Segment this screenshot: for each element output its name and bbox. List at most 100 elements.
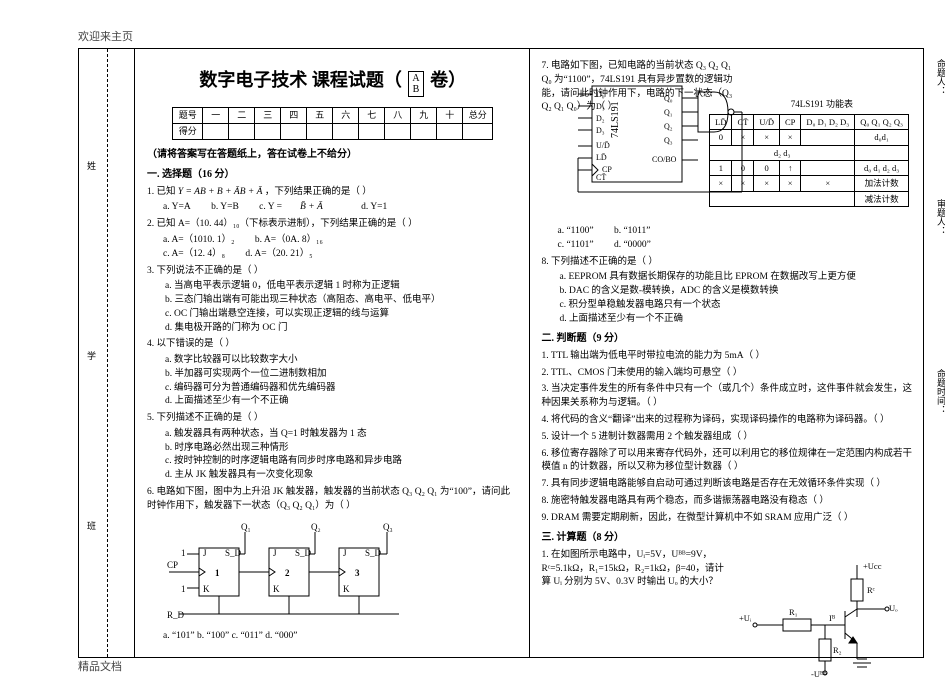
page-footer: 精品文档 xyxy=(78,658,122,674)
page-border: 姓 学 班 数字电子技术 课程试题（ A B 卷） 题号 一 二 三 四 xyxy=(78,48,924,658)
svg-text:D₀: D₀ xyxy=(596,90,605,99)
q8c: c. 积分型单稳触发器电路只有一个状态 xyxy=(542,299,914,313)
j6: 6. 移位寄存器除了可以用来寄存代码外，还可以利用它的移位规律在一定范围内构成若… xyxy=(542,448,914,476)
q1d: d. Y=1 xyxy=(361,201,387,215)
q1: 1. 已知 Y = AB + B + ĀB + Ā ，下列结果正确的是（ ） xyxy=(147,186,519,200)
svg-text:K: K xyxy=(203,584,210,594)
q1a: a. Y=A xyxy=(163,201,191,215)
ab-b: B xyxy=(412,84,419,95)
th-7: 七 xyxy=(359,107,385,123)
left-column: 数字电子技术 课程试题（ A B 卷） 题号 一 二 三 四 五 六 七 八 xyxy=(135,49,530,657)
svg-text:J: J xyxy=(273,548,277,558)
binding-gutter: 姓 学 班 xyxy=(79,49,135,657)
j4: 4. 将代码的含义“翻译”出来的过程称为译码，实现译码操作的电路称为译码器。（ … xyxy=(542,414,914,428)
answer-note: （请将答案写在答题纸上，答在试卷上不给分） xyxy=(147,148,519,163)
func-table-caption: 74LS191 功能表 xyxy=(791,98,853,111)
q2-opts: a. A=（1010. 1）₂ b. A=（0A. 8）₁₆ c. A=（12.… xyxy=(147,234,519,262)
svg-text:+Ucc: +Ucc xyxy=(863,561,882,571)
fold-line xyxy=(107,49,108,657)
q5a: a. 触发器具有两种状态，当 Q=1 时触发器为 1 态 xyxy=(147,428,519,442)
th-5: 五 xyxy=(307,107,333,123)
q8a: a. EEPROM 具有数据长期保存的功能且比 EPROM 在数据改写上更方便 xyxy=(542,271,914,285)
svg-text:CP: CP xyxy=(167,560,178,570)
svg-text:Q₃: Q₃ xyxy=(664,136,673,145)
transistor-circuit: +Ucc Rᶜ Uₒ +Uᵢ R₁ R₂ -Uᴮᴮ Iᴮ xyxy=(737,559,907,679)
svg-text:CT̄: CT̄ xyxy=(596,173,606,182)
q7-block: 7. 电路如下图，已知电路的当前状态 Q₃ Q₂ Q₁ Q₀ 为“1100”，7… xyxy=(542,60,914,253)
q7-opts: a. “1100” b. “1011” c. “1101” d. “0000” xyxy=(542,225,914,253)
svg-text:D₂: D₂ xyxy=(596,114,605,123)
calc-block: 1. 在如图所示电路中，Uᵢ=5V，Uᴮᴮ=9V，Rᶜ=5.1kΩ，R₁=15k… xyxy=(542,549,914,679)
q1b: b. Y=B xyxy=(211,201,239,215)
th-8: 八 xyxy=(385,107,411,123)
q3c: c. OC 门输出端悬空连接，可以实现正逻辑的线与运算 xyxy=(147,308,519,322)
q8d: d. 上面描述至少有一个不正确 xyxy=(542,313,914,327)
title-tail: 卷） xyxy=(430,70,466,90)
svg-text:J: J xyxy=(203,548,207,558)
section-3: 三. 计算题（8 分） xyxy=(542,531,914,546)
q8: 8. 下列描述不正确的是（ ） xyxy=(542,256,914,270)
q1-pre: 1. 已知 xyxy=(147,187,178,197)
svg-text:74LS191: 74LS191 xyxy=(610,101,621,138)
svg-text:R₁: R₁ xyxy=(789,607,798,617)
q4c: c. 编码器可分为普通编码器和优先编码器 xyxy=(147,382,519,396)
q3b: b. 三态门输出端有可能出现三种状态（高阻态、高电平、低电平） xyxy=(147,294,519,308)
q2b: b. A=（0A. 8）₁₆ xyxy=(255,234,323,248)
th-6: 六 xyxy=(333,107,359,123)
svg-text:1: 1 xyxy=(181,584,186,594)
svg-text:S_D: S_D xyxy=(365,548,382,558)
q2c: c. A=（12. 4）₈ xyxy=(163,248,225,262)
svg-text:Q₂: Q₂ xyxy=(311,522,321,532)
svg-text:R₂: R₂ xyxy=(833,645,842,655)
svg-text:+Uᵢ: +Uᵢ xyxy=(739,613,752,623)
svg-text:R_D: R_D xyxy=(167,610,185,620)
q2: 2. 已知 A=（10. 44）₁₀（下标表示进制），下列结果正确的是（ ） xyxy=(147,218,519,232)
q2a: a. A=（1010. 1）₂ xyxy=(163,234,234,248)
title-block: 数字电子技术 课程试题（ A B 卷） xyxy=(147,67,519,97)
ab-a: A xyxy=(412,73,419,84)
q5d: d. 主从 JK 触发器具有一次变化现象 xyxy=(147,469,519,483)
th-2: 二 xyxy=(229,107,255,123)
svg-text:CP: CP xyxy=(602,165,612,174)
svg-text:1: 1 xyxy=(181,548,186,558)
q6-opts: a. “101” b. “100” c. “011” d. “000” xyxy=(147,630,519,644)
course-title: 数字电子技术 课程试题（ xyxy=(199,70,402,90)
q3a: a. 当高电平表示逻辑 0，低电平表示逻辑 1 时称为正逻辑 xyxy=(147,280,519,294)
j2: 2. TTL、CMOS 门未使用的输入端均可悬空（ ） xyxy=(542,367,914,381)
th-9: 九 xyxy=(411,107,437,123)
q7c: c. “1101” xyxy=(558,239,594,253)
svg-text:3: 3 xyxy=(355,568,360,578)
func-table: LD̄CT̄ U/D̄CP D₀ D₁ D₂ D₃Q₀ Q₁ Q₂ Q₃ 0××… xyxy=(709,114,909,207)
q1c: c. Y = B̄ + Ā xyxy=(259,201,341,215)
svg-text:U/D̄: U/D̄ xyxy=(596,141,610,150)
svg-text:D₁: D₁ xyxy=(596,102,605,111)
svg-text:D₃: D₃ xyxy=(596,126,605,135)
svg-text:Iᴮ: Iᴮ xyxy=(829,613,836,623)
svg-text:Q₂: Q₂ xyxy=(664,122,673,131)
ab-selector: A B xyxy=(408,71,423,97)
q5c: c. 按时钟控制的时序逻辑电路有同步时序电路和异步电路 xyxy=(147,455,519,469)
th-3: 三 xyxy=(255,107,281,123)
right-column: 7. 电路如下图，已知电路的当前状态 Q₃ Q₂ Q₁ Q₀ 为“1100”，7… xyxy=(530,49,924,657)
j7: 7. 具有同步逻辑电路能够自启动可通过判断该电路是否存在无效循环条件实现（ ） xyxy=(542,478,914,492)
q5: 5. 下列描述不正确的是（ ） xyxy=(147,412,519,426)
svg-text:1: 1 xyxy=(215,568,220,578)
q4d: d. 上面描述至少有一个不正确 xyxy=(147,395,519,409)
q7d: d. “0000” xyxy=(614,239,651,253)
q4a: a. 数字比较器可以比较数字大小 xyxy=(147,354,519,368)
j5: 5. 设计一个 5 进制计数器需用 2 个触发器组成（ ） xyxy=(542,431,914,445)
gutter-label-3: 班 xyxy=(85,519,98,532)
td-label: 得分 xyxy=(173,123,203,139)
svg-text:Q₀: Q₀ xyxy=(664,94,673,103)
svg-text:Q₁: Q₁ xyxy=(241,522,251,532)
q6: 6. 电路如下图，图中为上升沿 JK 触发器，触发器的当前状态 Q₃ Q₂ Q₁… xyxy=(147,486,519,514)
th-0: 题号 xyxy=(173,107,203,123)
j9: 9. DRAM 需要定期刷新，因此，在微型计算机中不如 SRAM 应用广泛（ ） xyxy=(542,512,914,526)
score-value-row: 得分 xyxy=(173,123,493,139)
svg-text:Uₒ: Uₒ xyxy=(889,603,898,613)
score-table: 题号 一 二 三 四 五 六 七 八 九 十 总分 得分 xyxy=(172,107,493,140)
q4: 4. 以下错误的是（ ） xyxy=(147,338,519,352)
section-1: 一. 选择题（16 分） xyxy=(147,168,519,183)
q3d: d. 集电极开路的门称为 OC 门 xyxy=(147,322,519,336)
margin-date: 命题时间： xyxy=(934,369,945,414)
